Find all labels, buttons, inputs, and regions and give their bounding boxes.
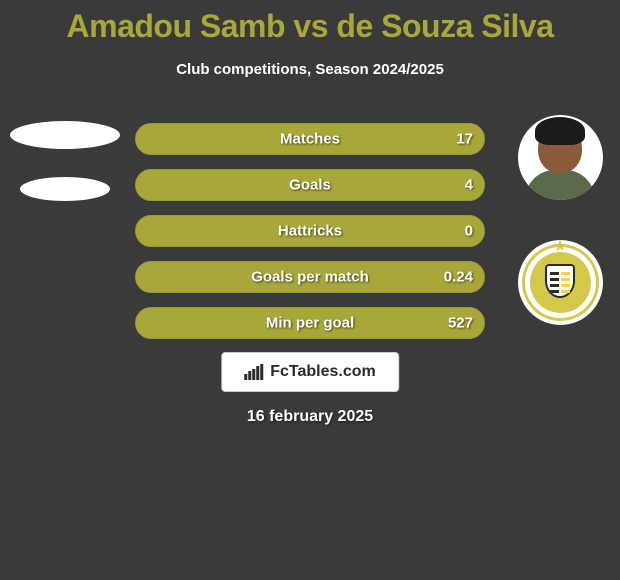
bars-column: Matches 17 Goals 4 Hattricks 0 bbox=[135, 123, 485, 353]
crest-shield-icon bbox=[545, 264, 575, 298]
player-left-column bbox=[0, 115, 130, 201]
bar-label: Min per goal bbox=[266, 315, 354, 332]
page-title: Amadou Samb vs de Souza Silva bbox=[0, 0, 620, 45]
bar-right-value: 0.24 bbox=[444, 269, 473, 286]
comparison-infographic: Amadou Samb vs de Souza Silva Club compe… bbox=[0, 0, 620, 580]
bar-row-matches: Matches 17 bbox=[135, 123, 485, 155]
bar-chart-icon bbox=[244, 364, 264, 380]
club-right-crest: ★ bbox=[518, 240, 603, 325]
player-right-column: ★ bbox=[510, 115, 610, 325]
branding-text: FcTables.com bbox=[270, 363, 376, 381]
bar-label: Hattricks bbox=[278, 223, 342, 240]
club-left-placeholder-icon bbox=[20, 177, 110, 201]
branding-badge: FcTables.com bbox=[221, 352, 399, 392]
bar-label: Matches bbox=[280, 131, 340, 148]
bar-right-value: 17 bbox=[456, 131, 473, 148]
bar-row-goals-per-match: Goals per match 0.24 bbox=[135, 261, 485, 293]
player-left-placeholder-icon bbox=[10, 121, 120, 149]
player-right-avatar bbox=[518, 115, 603, 200]
date-label: 16 february 2025 bbox=[247, 408, 373, 426]
bar-right-value: 0 bbox=[465, 223, 473, 240]
bar-row-hattricks: Hattricks 0 bbox=[135, 215, 485, 247]
bar-row-min-per-goal: Min per goal 527 bbox=[135, 307, 485, 339]
bar-row-goals: Goals 4 bbox=[135, 169, 485, 201]
bar-label: Goals per match bbox=[251, 269, 369, 286]
subtitle: Club competitions, Season 2024/2025 bbox=[0, 61, 620, 78]
bar-right-value: 4 bbox=[465, 177, 473, 194]
bar-label: Goals bbox=[289, 177, 331, 194]
avatar-hair-shape bbox=[535, 117, 585, 145]
avatar-body-shape bbox=[525, 170, 595, 200]
bar-right-value: 527 bbox=[448, 315, 473, 332]
